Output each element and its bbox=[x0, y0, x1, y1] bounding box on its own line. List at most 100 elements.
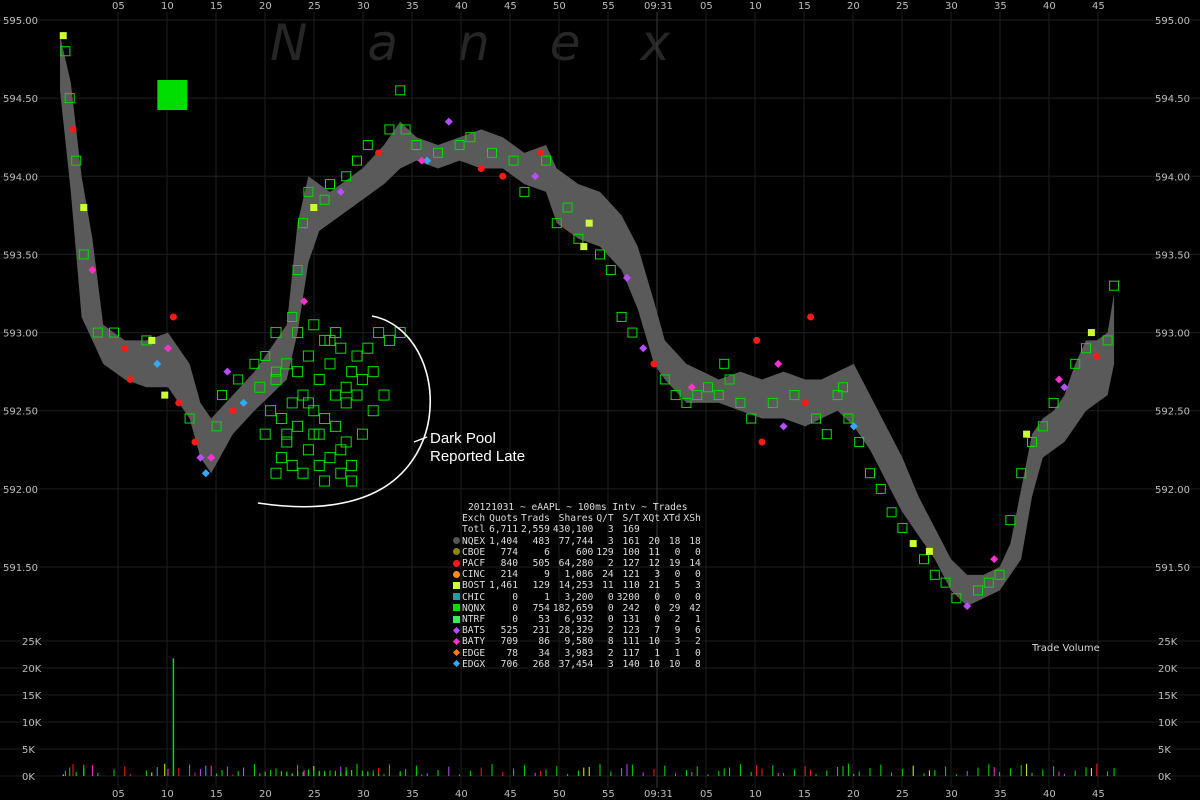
trade-pacf bbox=[169, 313, 177, 321]
trade-nqnx bbox=[270, 327, 282, 339]
stats-cell: 3 bbox=[607, 524, 614, 536]
trade-nqnx bbox=[1081, 343, 1091, 354]
volume-tick-right: 10K bbox=[1158, 718, 1178, 729]
trade-bats bbox=[196, 453, 205, 462]
stats-cell: 774 bbox=[500, 546, 518, 558]
trade-nqnx bbox=[627, 327, 638, 338]
trade-nqnx bbox=[313, 459, 325, 471]
time-tick-top: 40 bbox=[1043, 1, 1056, 12]
price-tick-right: 594.50 bbox=[1155, 94, 1190, 105]
stats-cell: 706 bbox=[500, 658, 518, 670]
large-block-trade bbox=[157, 80, 188, 111]
trade-nqnx bbox=[605, 265, 616, 276]
legend-marker bbox=[450, 536, 462, 547]
trade-bost bbox=[925, 547, 933, 555]
trade-nqnx bbox=[659, 374, 670, 385]
trade-nqnx bbox=[254, 381, 266, 393]
trade-pacf bbox=[807, 313, 815, 321]
trade-nqnx bbox=[362, 140, 373, 151]
trade-nqnx bbox=[1027, 436, 1037, 447]
stats-row-bost: BOST 1,461 129 14,253 11 110 21 5 3 bbox=[450, 580, 704, 591]
stats-cell: 86 bbox=[538, 636, 550, 648]
trade-baty bbox=[164, 344, 172, 353]
trade-pacf bbox=[69, 125, 77, 133]
nanex-watermark: Nanex bbox=[270, 14, 730, 72]
trade-nqnx bbox=[78, 249, 89, 260]
stats-cell: 14 bbox=[689, 558, 701, 570]
trade-nqnx bbox=[854, 436, 865, 447]
stats-cell: 169 bbox=[622, 524, 640, 536]
trade-nqnx bbox=[286, 459, 298, 471]
trade-baty bbox=[207, 453, 216, 462]
annotation-line2: Reported Late bbox=[430, 448, 525, 465]
legend-swatch bbox=[452, 637, 460, 645]
stats-cell: 10 bbox=[668, 658, 681, 670]
time-tick-bottom: 40 bbox=[455, 789, 468, 800]
stats-cell bbox=[663, 524, 683, 535]
stats-cell: 161 bbox=[622, 535, 640, 547]
stats-cell: 2 bbox=[607, 558, 614, 570]
trade-nqnx bbox=[319, 413, 331, 425]
trade-pacf bbox=[1093, 352, 1101, 360]
stats-row-nqex: NQEX 1,404 483 77,744 3 161 20 18 18 bbox=[450, 536, 704, 547]
price-tick-left: 595.00 bbox=[3, 16, 38, 27]
stats-cell: 709 bbox=[500, 636, 518, 648]
stats-cell: 430,100 bbox=[552, 524, 594, 536]
trade-nqnx bbox=[302, 397, 314, 409]
trade-nqnx bbox=[465, 132, 476, 143]
legend-swatch bbox=[452, 593, 460, 601]
legend-swatch bbox=[452, 570, 460, 578]
trade-nqnx bbox=[595, 249, 605, 260]
legend-marker bbox=[450, 569, 462, 580]
time-tick-bottom: 45 bbox=[504, 789, 517, 800]
stats-cell: 140 bbox=[622, 658, 640, 670]
legend-swatch bbox=[452, 559, 460, 567]
stats-cell: Totl bbox=[462, 524, 486, 536]
stats-cell: 110 bbox=[622, 580, 640, 592]
stats-cell: 3,983 bbox=[564, 647, 594, 659]
trade-bost bbox=[161, 391, 169, 399]
trade-nqnx bbox=[346, 366, 358, 378]
trade-edgx bbox=[849, 422, 858, 431]
trade-edgx bbox=[239, 398, 248, 407]
stats-cell: BATS bbox=[462, 625, 486, 637]
trade-baty bbox=[88, 266, 97, 275]
trade-baty bbox=[1055, 375, 1063, 384]
trade-nqnx bbox=[329, 389, 341, 401]
trade-bost bbox=[1087, 329, 1095, 337]
time-tick-top: 30 bbox=[945, 1, 958, 12]
volume-tick-right: 25K bbox=[1158, 637, 1178, 648]
time-tick-top: 35 bbox=[994, 1, 1007, 12]
trade-nqnx bbox=[551, 218, 562, 229]
trade-nqnx bbox=[562, 202, 573, 213]
stats-cell: 100 bbox=[622, 546, 640, 558]
stats-cell: 5 bbox=[674, 580, 681, 592]
stats-cell: 1 bbox=[654, 647, 661, 659]
trade-nqnx bbox=[384, 124, 395, 135]
time-tick-top: 45 bbox=[1092, 1, 1105, 12]
time-tick-top: 15 bbox=[798, 1, 811, 12]
trade-pacf bbox=[175, 399, 183, 407]
stats-cell: CBOE bbox=[462, 546, 486, 558]
time-tick-top: 05 bbox=[112, 1, 125, 12]
stats-cell: 42 bbox=[689, 602, 701, 614]
trade-nqnx bbox=[433, 147, 443, 158]
trade-nqnx bbox=[383, 334, 395, 346]
stats-cell: BATY bbox=[462, 636, 486, 648]
trade-nqnx bbox=[400, 124, 411, 135]
legend-swatch bbox=[452, 581, 460, 589]
trade-baty bbox=[300, 297, 309, 306]
trade-bost bbox=[580, 243, 588, 251]
stats-cell: 525 bbox=[500, 625, 518, 637]
trade-nqnx bbox=[940, 577, 951, 588]
price-tick-left: 591.50 bbox=[3, 563, 38, 574]
stats-cell: 3200 bbox=[616, 591, 640, 603]
trade-nqnx bbox=[1048, 397, 1059, 408]
stats-row-edge: EDGE 78 34 3,983 2 117 1 1 0 bbox=[450, 648, 704, 659]
trade-nqnx bbox=[308, 319, 320, 331]
stats-cell: 117 bbox=[622, 647, 640, 659]
stats-cell: NQEX bbox=[462, 535, 486, 547]
legend-swatch bbox=[452, 649, 460, 657]
trade-nqnx bbox=[692, 390, 703, 401]
